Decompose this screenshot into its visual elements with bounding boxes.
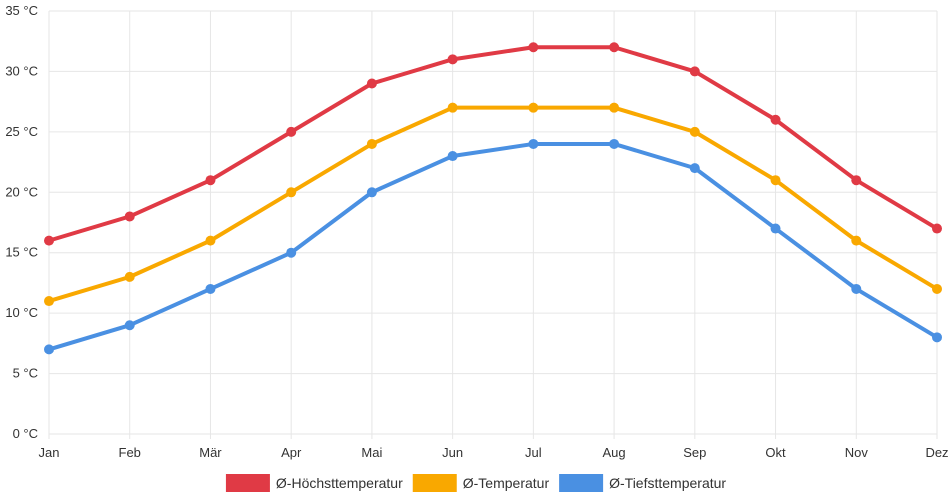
data-point[interactable] [770, 223, 781, 234]
data-point[interactable] [851, 283, 862, 294]
grid [48, 10, 938, 439]
data-point[interactable] [286, 126, 297, 137]
x-tick-label: Feb [119, 445, 141, 460]
legend-swatch [225, 474, 270, 492]
series-line [47, 141, 939, 352]
x-tick-label: Jul [525, 445, 542, 460]
series-0 [44, 42, 942, 246]
series-line [47, 45, 939, 243]
data-point[interactable] [932, 223, 942, 234]
legend-item[interactable]: Ø-Temperatur [412, 474, 550, 492]
data-point[interactable] [205, 283, 216, 294]
x-tick-label: Aug [603, 445, 626, 460]
data-point[interactable] [851, 175, 862, 186]
legend-item[interactable]: Ø-Höchsttemperatur [225, 474, 403, 492]
x-tick-label: Mär [199, 445, 222, 460]
data-point[interactable] [366, 78, 377, 89]
data-point[interactable] [932, 332, 942, 343]
data-point[interactable] [447, 102, 458, 113]
series-1 [44, 102, 942, 307]
data-point[interactable] [286, 247, 297, 258]
data-point[interactable] [44, 235, 54, 246]
x-tick-label: Jan [39, 445, 60, 460]
x-tick-label: Apr [281, 445, 302, 460]
data-point[interactable] [124, 320, 135, 331]
data-point[interactable] [770, 175, 781, 186]
data-point[interactable] [609, 42, 620, 53]
legend-swatch [412, 474, 457, 492]
data-point[interactable] [44, 296, 54, 307]
data-point[interactable] [205, 175, 216, 186]
legend-label: Ø-Tiefsttemperatur [609, 475, 726, 491]
data-point[interactable] [770, 114, 781, 125]
x-tick-label: Nov [845, 445, 869, 460]
data-point[interactable] [447, 54, 458, 65]
data-point[interactable] [528, 138, 539, 149]
data-point[interactable] [366, 138, 377, 149]
x-tick-label: Okt [765, 445, 786, 460]
y-tick-label: 15 °C [5, 245, 38, 260]
data-point[interactable] [528, 42, 539, 53]
y-tick-label: 5 °C [13, 366, 38, 381]
legend-swatch [559, 474, 604, 492]
x-tick-label: Jun [442, 445, 463, 460]
legend: Ø-Höchsttemperatur Ø-Temperatur Ø-Tiefstte… [225, 474, 726, 492]
data-point[interactable] [205, 235, 216, 246]
data-point[interactable] [689, 66, 700, 77]
x-tick-label: Sep [683, 445, 706, 460]
series-lines [44, 42, 942, 355]
series-line [47, 105, 939, 304]
y-tick-label: 0 °C [13, 426, 38, 441]
y-tick-label: 10 °C [5, 305, 38, 320]
data-point[interactable] [689, 163, 700, 174]
y-tick-label: 35 °C [5, 3, 38, 18]
x-tick-label: Dez [925, 445, 948, 460]
legend-label: Ø-Höchsttemperatur [276, 475, 403, 491]
data-point[interactable] [44, 344, 54, 355]
data-point[interactable] [528, 102, 539, 113]
data-point[interactable] [124, 271, 135, 282]
legend-label: Ø-Temperatur [463, 475, 550, 491]
data-point[interactable] [366, 187, 377, 198]
x-tick-label: Mai [361, 445, 382, 460]
data-point[interactable] [932, 283, 942, 294]
data-point[interactable] [124, 211, 135, 222]
y-tick-label: 20 °C [5, 184, 38, 199]
y-tick-label: 25 °C [5, 124, 38, 139]
axes: 0 °C 5 °C 10 °C 15 °C 20 °C 25 °C 30 °C 35 °C Ja… [5, 3, 948, 460]
data-point[interactable] [286, 187, 297, 198]
data-point[interactable] [609, 138, 620, 149]
data-point[interactable] [851, 235, 862, 246]
data-point[interactable] [447, 151, 458, 162]
legend-item[interactable]: Ø-Tiefsttemperatur [559, 474, 726, 492]
series-2 [44, 138, 942, 355]
y-tick-label: 30 °C [5, 63, 38, 78]
data-point[interactable] [609, 102, 620, 113]
data-point[interactable] [689, 126, 700, 137]
